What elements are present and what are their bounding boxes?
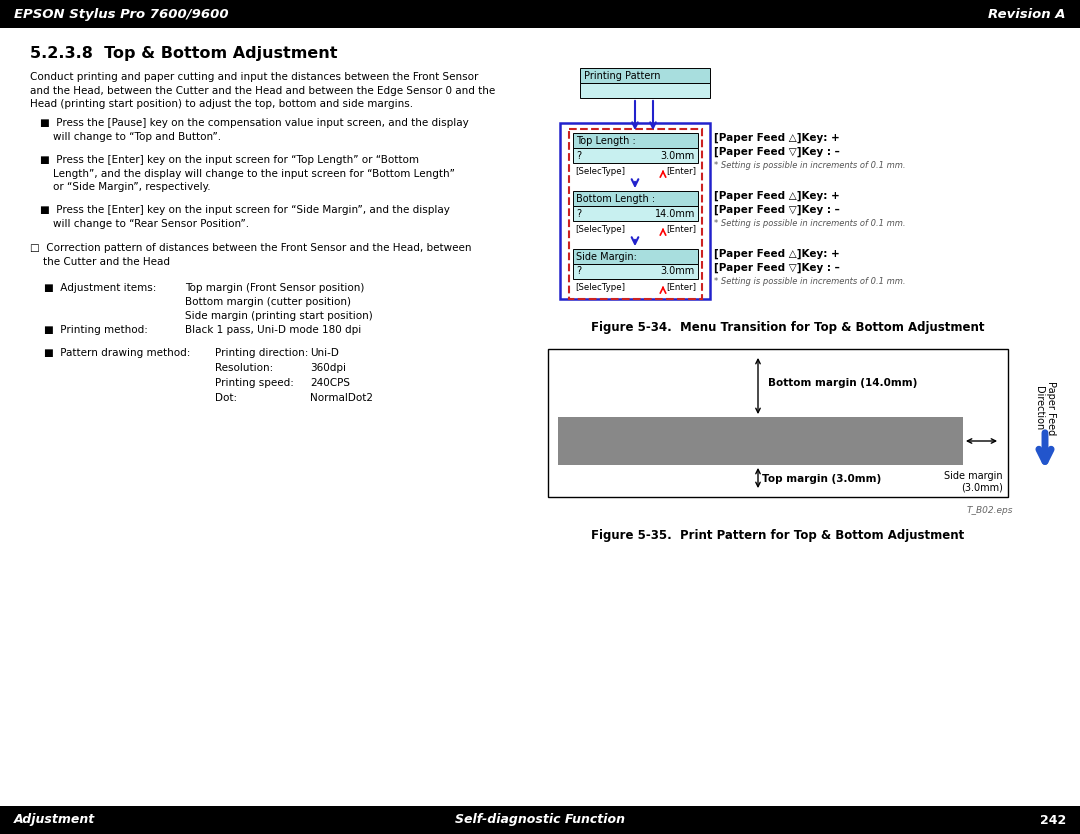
- Bar: [573, 249, 698, 264]
- Bar: [0, 806, 1080, 834]
- Text: Black 1 pass, Uni-D mode 180 dpi: Black 1 pass, Uni-D mode 180 dpi: [185, 325, 361, 335]
- Text: Printing direction:: Printing direction:: [215, 348, 309, 358]
- Text: Top Length :: Top Length :: [576, 135, 636, 145]
- Text: 3.0mm: 3.0mm: [661, 267, 696, 277]
- Bar: [558, 417, 963, 465]
- Text: Revision A: Revision A: [988, 8, 1066, 21]
- Text: [Paper Feed △]Key: +: [Paper Feed △]Key: +: [714, 191, 840, 201]
- Text: 14.0mm: 14.0mm: [654, 208, 696, 219]
- Text: [Paper Feed ▽]Key : –: [Paper Feed ▽]Key : –: [714, 205, 840, 215]
- Text: [Enter]: [Enter]: [666, 167, 696, 175]
- Text: Conduct printing and paper cutting and input the distances between the Front Sen: Conduct printing and paper cutting and i…: [30, 72, 496, 109]
- Bar: [580, 83, 710, 98]
- Text: 360dpi: 360dpi: [310, 363, 346, 373]
- Text: 242: 242: [1040, 813, 1066, 826]
- Text: NormalDot2: NormalDot2: [310, 393, 373, 403]
- Text: [Paper Feed △]Key: +: [Paper Feed △]Key: +: [714, 249, 840, 259]
- Text: [Enter]: [Enter]: [666, 224, 696, 234]
- Text: Top margin (3.0mm): Top margin (3.0mm): [762, 474, 881, 484]
- Bar: [573, 148, 698, 163]
- Text: T_B02.eps: T_B02.eps: [967, 506, 1013, 515]
- Text: □  Correction pattern of distances between the Front Sensor and the Head, betwee: □ Correction pattern of distances betwee…: [30, 243, 472, 267]
- Text: ■  Press the [Enter] key on the input screen for “Top Length” or “Bottom
    Len: ■ Press the [Enter] key on the input scr…: [40, 155, 455, 192]
- Text: * Setting is possible in increments of 0.1 mm.: * Setting is possible in increments of 0…: [714, 277, 905, 286]
- Text: Uni-D: Uni-D: [310, 348, 339, 358]
- Bar: [573, 133, 698, 148]
- Text: ■  Press the [Pause] key on the compensation value input screen, and the display: ■ Press the [Pause] key on the compensat…: [40, 118, 469, 142]
- Text: ■  Adjustment items:: ■ Adjustment items:: [44, 283, 157, 293]
- Bar: [561, 123, 710, 299]
- Text: ■  Printing method:: ■ Printing method:: [44, 325, 148, 335]
- Text: Bottom Length :: Bottom Length :: [576, 193, 656, 203]
- Text: Adjustment: Adjustment: [14, 813, 95, 826]
- Text: ■  Press the [Enter] key on the input screen for “Side Margin”, and the display
: ■ Press the [Enter] key on the input scr…: [40, 205, 450, 229]
- Text: 3.0mm: 3.0mm: [661, 150, 696, 160]
- Bar: [580, 68, 710, 83]
- Text: Resolution:: Resolution:: [215, 363, 273, 373]
- Text: Figure 5-35.  Print Pattern for Top & Bottom Adjustment: Figure 5-35. Print Pattern for Top & Bot…: [592, 529, 964, 542]
- Text: Top margin (Front Sensor position)
Bottom margin (cutter position)
Side margin (: Top margin (Front Sensor position) Botto…: [185, 283, 373, 321]
- Text: Printing Pattern: Printing Pattern: [584, 71, 661, 81]
- Text: [Paper Feed △]Key: +: [Paper Feed △]Key: +: [714, 133, 840, 143]
- Text: 5.2.3.8  Top & Bottom Adjustment: 5.2.3.8 Top & Bottom Adjustment: [30, 46, 337, 61]
- Bar: [573, 206, 698, 221]
- Text: Figure 5-34.  Menu Transition for Top & Bottom Adjustment: Figure 5-34. Menu Transition for Top & B…: [591, 321, 984, 334]
- Text: 240CPS: 240CPS: [310, 378, 350, 388]
- Text: Side margin
(3.0mm): Side margin (3.0mm): [944, 471, 1003, 493]
- Text: * Setting is possible in increments of 0.1 mm.: * Setting is possible in increments of 0…: [714, 219, 905, 228]
- Text: Side Margin:: Side Margin:: [576, 252, 637, 262]
- Text: Dot:: Dot:: [215, 393, 238, 403]
- Text: ?: ?: [576, 208, 581, 219]
- Text: [SelecType]: [SelecType]: [575, 224, 625, 234]
- Text: Printing speed:: Printing speed:: [215, 378, 294, 388]
- Text: [Paper Feed ▽]Key : –: [Paper Feed ▽]Key : –: [714, 263, 840, 274]
- Text: ?: ?: [576, 267, 581, 277]
- Bar: [0, 0, 1080, 28]
- Text: [Paper Feed ▽]Key : –: [Paper Feed ▽]Key : –: [714, 147, 840, 158]
- Bar: [573, 264, 698, 279]
- Text: ■  Pattern drawing method:: ■ Pattern drawing method:: [44, 348, 190, 358]
- Text: EPSON Stylus Pro 7600/9600: EPSON Stylus Pro 7600/9600: [14, 8, 229, 21]
- Text: Self-diagnostic Function: Self-diagnostic Function: [455, 813, 625, 826]
- Text: Paper Feed
Direction: Paper Feed Direction: [1035, 381, 1056, 435]
- Text: * Setting is possible in increments of 0.1 mm.: * Setting is possible in increments of 0…: [714, 161, 905, 170]
- Bar: [573, 191, 698, 206]
- Text: ?: ?: [576, 150, 581, 160]
- Text: Bottom margin (14.0mm): Bottom margin (14.0mm): [768, 378, 917, 388]
- Text: [SelecType]: [SelecType]: [575, 167, 625, 175]
- Text: [Enter]: [Enter]: [666, 283, 696, 292]
- Bar: [548, 349, 1008, 497]
- Text: [SelecType]: [SelecType]: [575, 283, 625, 292]
- Bar: [569, 129, 702, 299]
